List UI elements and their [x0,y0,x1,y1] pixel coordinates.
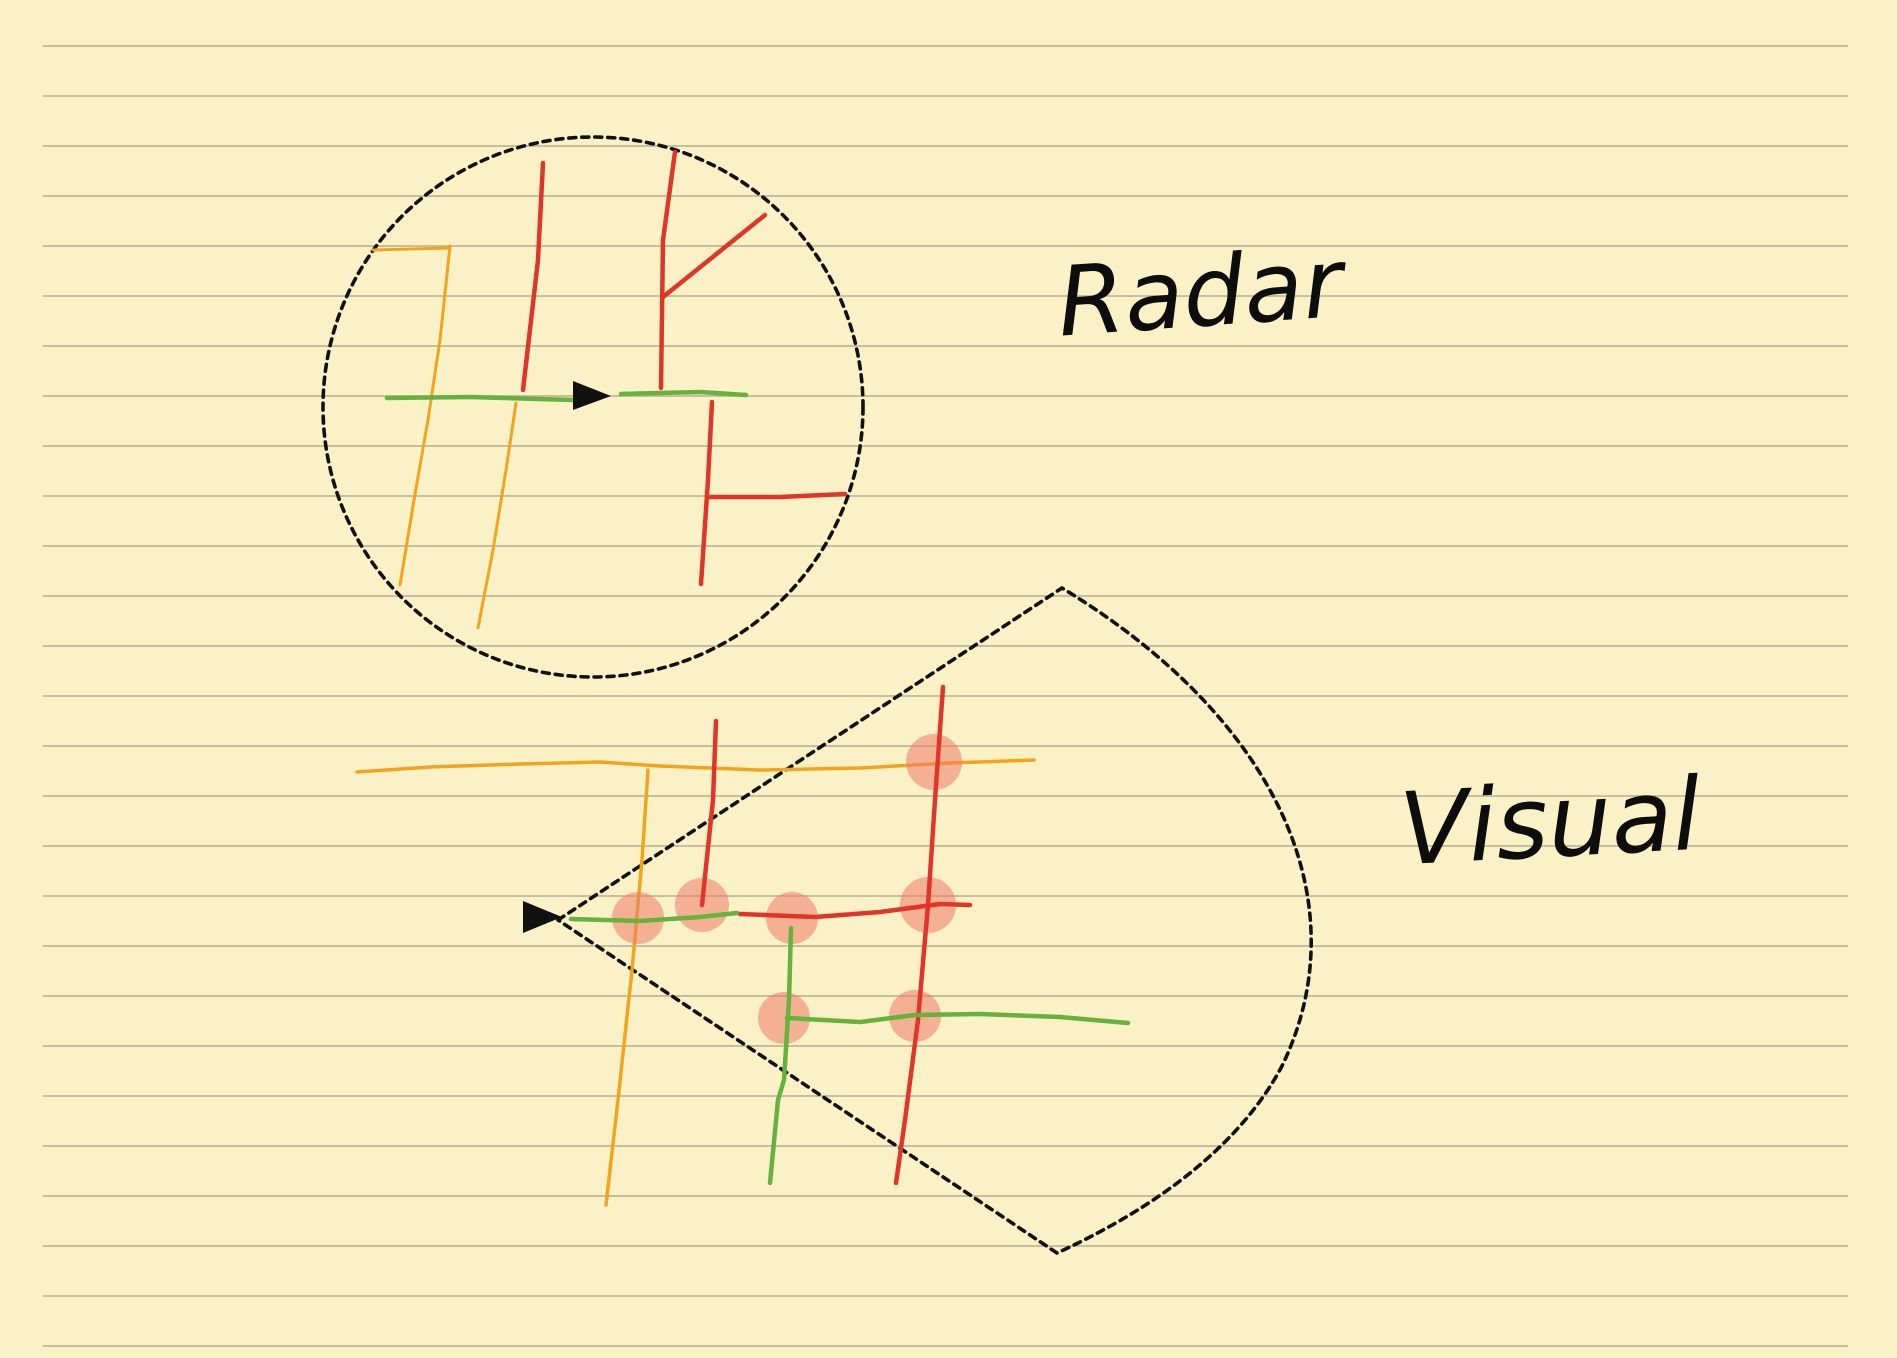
detection-spot [612,892,664,944]
green-road-lower-horizontal [784,1011,1131,1026]
red-road-short-vertical [699,718,719,908]
red-road-horizontal [737,901,973,920]
visual-vehicle-arrow-icon [523,901,562,933]
orange-road-top-stub [371,246,452,252]
red-road-long-vertical [893,684,946,1186]
red-road-left-vertical [520,160,546,393]
detection-spot [906,734,962,790]
visual-green-roads [568,910,1131,1186]
notebook-rule-lines [43,45,1848,1347]
radar-green-roads [384,389,749,403]
green-road-vertical [767,925,794,1186]
visual-field-of-view-cone [556,585,1313,1256]
orange-road-vertical [604,768,650,1207]
orange-road-mid-vertical [476,401,518,630]
red-road-diagonal [660,212,768,300]
radar-orange-roads [371,244,518,630]
visual-red-roads [699,684,973,1186]
green-road-main [568,910,740,924]
red-road-lower-horizontal [706,491,848,500]
visual-label: Visual [1397,756,1704,889]
red-road-right-vertical [658,149,678,391]
red-road-lower-vertical [698,399,715,587]
green-road-right [618,389,749,398]
radar-vehicle-arrow-icon [573,381,611,410]
radar-range-circle [321,135,865,679]
green-road-left [384,394,576,403]
visual-diagram: Visual [355,585,1704,1256]
orange-road-left-vertical [398,244,452,587]
detection-spot [758,992,810,1044]
radar-red-roads [520,149,848,587]
radar-label: Radar [1054,227,1351,359]
radar-diagram: Radar [321,135,1351,679]
